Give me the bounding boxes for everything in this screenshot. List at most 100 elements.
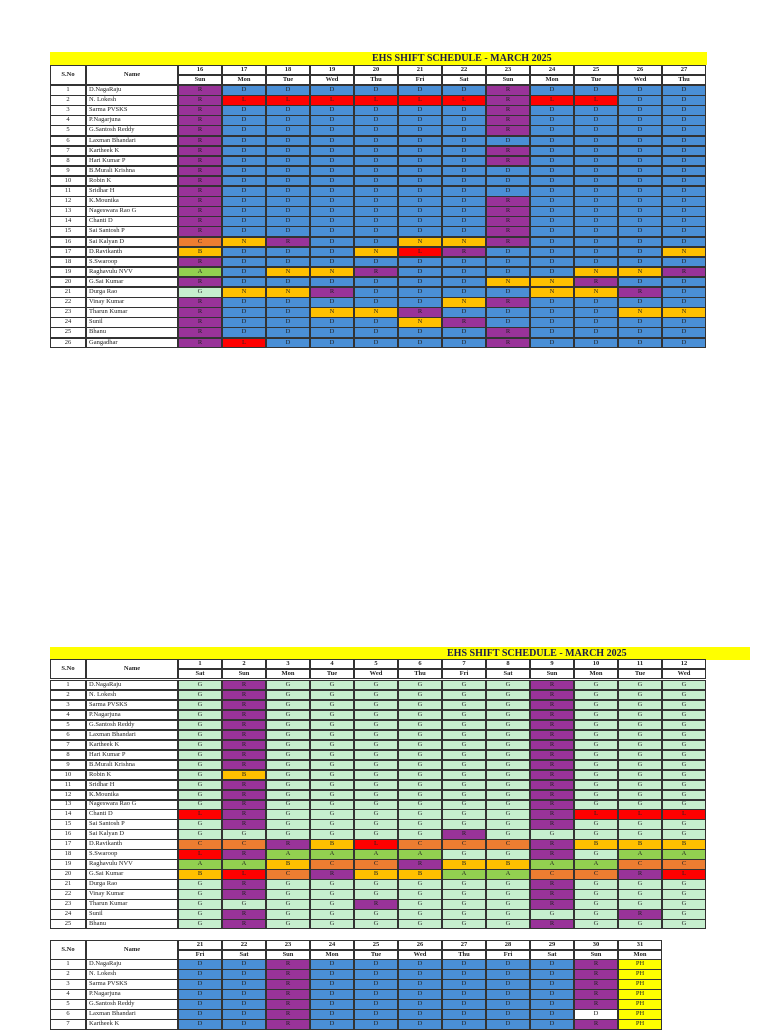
shift-cell: D — [398, 297, 442, 308]
shift-cell: D — [486, 1009, 530, 1020]
shift-cell: G — [266, 729, 310, 741]
shift-cell: D — [398, 1009, 442, 1020]
shift-cell: D — [310, 216, 354, 227]
shift-cell: R — [530, 779, 574, 791]
shift-cell: G — [178, 779, 222, 791]
shift-cell: G — [618, 799, 662, 810]
shift-cell: D — [574, 206, 618, 217]
shift-cell: D — [618, 95, 662, 106]
shift-cell: G — [442, 799, 486, 810]
shift-cell: D — [310, 959, 354, 970]
shift-cell: G — [486, 689, 530, 701]
shift-cell: D — [354, 165, 398, 177]
shift-cell: R — [574, 989, 618, 1000]
shift-cell: R — [486, 226, 530, 237]
shift-cell: L — [442, 95, 486, 106]
shift-cell: R — [574, 1019, 618, 1030]
shift-cell: G — [178, 739, 222, 751]
shift-cell: G — [618, 719, 662, 731]
employee-name: G.Santosh Reddy — [86, 999, 178, 1010]
day-header: Mon — [574, 669, 618, 679]
shift-cell: R — [486, 236, 530, 248]
shift-cell: G — [398, 689, 442, 701]
shift-cell: G — [662, 879, 706, 890]
shift-cell: D — [486, 989, 530, 1000]
shift-cell: G — [662, 909, 706, 920]
shift-cell: D — [574, 196, 618, 207]
shift-cell: D — [222, 186, 266, 197]
shift-cell: B — [618, 839, 662, 850]
shift-cell: G — [442, 819, 486, 830]
shift-cell: R — [574, 999, 618, 1010]
shift-cell: G — [662, 889, 706, 900]
day-header: Fri — [442, 669, 486, 679]
shift-cell: D — [486, 246, 530, 258]
shift-cell: D — [398, 1019, 442, 1030]
shift-cell: G — [178, 919, 222, 930]
shift-cell: G — [574, 769, 618, 781]
shift-cell: G — [486, 879, 530, 890]
row-number: 2 — [50, 689, 86, 701]
shift-cell: C — [618, 859, 662, 870]
shift-cell: D — [662, 216, 706, 227]
shift-cell: G — [442, 749, 486, 761]
shift-cell: D — [266, 307, 310, 318]
shift-cell: G — [310, 809, 354, 820]
shift-cell: D — [530, 105, 574, 116]
date-header: 9 — [530, 659, 574, 669]
shift-cell: G — [618, 759, 662, 771]
shift-cell: R — [310, 287, 354, 298]
shift-cell: D — [222, 979, 266, 990]
shift-cell: C — [398, 839, 442, 850]
employee-name: D.Ravikanth — [86, 246, 178, 258]
row-number: 10 — [50, 769, 86, 781]
shift-cell: D — [662, 337, 706, 349]
shift-cell: D — [398, 276, 442, 288]
date-header: 4 — [310, 659, 354, 669]
shift-cell: N — [398, 317, 442, 328]
shift-cell: R — [178, 337, 222, 349]
date-header: 23 — [486, 65, 530, 75]
shift-cell: D — [310, 327, 354, 338]
shift-cell: D — [178, 999, 222, 1010]
shift-cell: G — [266, 699, 310, 711]
shift-cell: G — [574, 849, 618, 860]
shift-cell: R — [486, 327, 530, 338]
shift-cell: G — [618, 749, 662, 761]
shift-cell: B — [266, 859, 310, 870]
shift-cell: R — [266, 999, 310, 1010]
shift-cell: D — [618, 337, 662, 349]
shift-cell: G — [266, 769, 310, 781]
shift-cell: R — [178, 327, 222, 338]
shift-cell: D — [530, 226, 574, 237]
shift-cell: D — [310, 337, 354, 349]
shift-cell: G — [442, 879, 486, 890]
shift-cell: R — [530, 699, 574, 711]
shift-cell: G — [398, 819, 442, 830]
shift-cell: D — [442, 307, 486, 318]
employee-name: Sai Kalyan D — [86, 236, 178, 248]
shift-cell: R — [530, 719, 574, 731]
row-number: 12 — [50, 789, 86, 800]
shift-cell: D — [442, 327, 486, 338]
shift-cell: D — [398, 327, 442, 338]
shift-cell: G — [310, 759, 354, 771]
date-header: 26 — [618, 65, 662, 75]
shift-cell: G — [574, 819, 618, 830]
shift-cell: G — [662, 759, 706, 771]
shift-cell: D — [530, 125, 574, 136]
shift-cell: G — [266, 709, 310, 721]
day-header: Sat — [442, 75, 486, 85]
shift-cell: D — [662, 155, 706, 167]
shift-cell: G — [398, 809, 442, 820]
employee-name: B.Murali Krishna — [86, 165, 178, 177]
employee-name: Hari Kumar P — [86, 155, 178, 167]
shift-cell: D — [486, 165, 530, 177]
shift-cell: D — [574, 145, 618, 157]
shift-cell: R — [178, 145, 222, 157]
shift-cell: B — [398, 869, 442, 880]
shift-cell: G — [354, 809, 398, 820]
row-number: 21 — [50, 879, 86, 890]
shift-cell: D — [398, 165, 442, 177]
shift-cell: D — [442, 105, 486, 116]
